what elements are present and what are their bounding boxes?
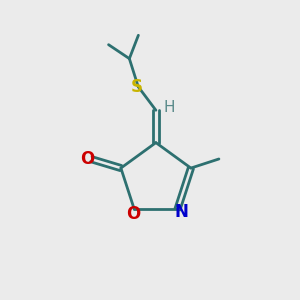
Text: O: O (126, 205, 140, 223)
Text: N: N (174, 203, 188, 221)
Text: O: O (80, 150, 94, 168)
Text: S: S (131, 78, 143, 96)
Text: H: H (164, 100, 175, 115)
